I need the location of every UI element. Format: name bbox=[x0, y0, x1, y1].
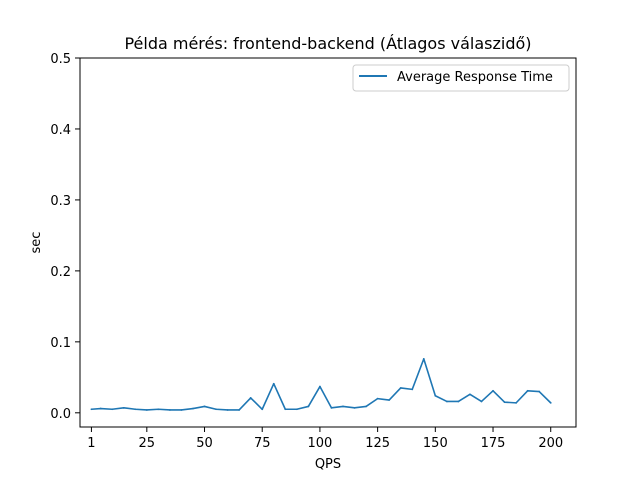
data-point bbox=[145, 409, 148, 411]
y-tick-label: 0.4 bbox=[50, 123, 71, 138]
data-point bbox=[526, 389, 529, 392]
legend-label: Average Response Time bbox=[397, 70, 553, 85]
y-tick-label: 0.0 bbox=[50, 407, 71, 422]
legend-box bbox=[352, 64, 570, 92]
plot-area bbox=[80, 58, 576, 427]
legend: Average Response Time bbox=[352, 64, 570, 92]
plot-frame bbox=[79, 57, 577, 428]
data-point bbox=[399, 387, 402, 389]
x-axis-label: QPS bbox=[315, 457, 341, 472]
data-point bbox=[480, 400, 483, 403]
chart-title: Példa mérés: frontend-backend (Átlagos v… bbox=[124, 34, 531, 53]
x-tick-label: 1 bbox=[87, 436, 95, 451]
x-axis: 1 25 50 75 100 125 150 175 200 bbox=[87, 427, 563, 451]
data-point bbox=[538, 390, 541, 393]
y-tick-label: 0.5 bbox=[50, 52, 71, 67]
data-point bbox=[307, 405, 310, 408]
data-point bbox=[203, 405, 206, 408]
data-point bbox=[168, 409, 171, 411]
data-point bbox=[365, 405, 367, 408]
data-point bbox=[134, 408, 137, 411]
x-tick-label: 75 bbox=[254, 436, 271, 451]
data-point bbox=[492, 389, 494, 392]
data-point bbox=[457, 400, 460, 403]
y-axis-label: sec bbox=[29, 232, 44, 254]
data-point bbox=[249, 397, 252, 399]
data-point bbox=[434, 394, 437, 397]
x-tick-label: 50 bbox=[196, 436, 213, 451]
data-point bbox=[330, 406, 333, 409]
data-point bbox=[376, 397, 379, 400]
data-point bbox=[111, 408, 114, 411]
data-point bbox=[90, 408, 93, 411]
data-point bbox=[515, 401, 518, 404]
data-point bbox=[215, 408, 217, 411]
data-point bbox=[226, 409, 229, 411]
y-tick-label: 0.1 bbox=[50, 336, 71, 351]
data-point bbox=[469, 393, 471, 396]
data-point bbox=[503, 401, 506, 404]
x-tick-label: 125 bbox=[365, 436, 390, 451]
data-point bbox=[411, 388, 414, 391]
x-tick-label: 100 bbox=[308, 436, 333, 451]
data-point bbox=[549, 401, 552, 404]
y-tick-label: 0.2 bbox=[50, 265, 71, 280]
data-point bbox=[272, 382, 275, 385]
data-point bbox=[388, 399, 391, 401]
data-point bbox=[342, 405, 344, 408]
data-point bbox=[157, 408, 160, 411]
x-tick-label: 150 bbox=[423, 436, 448, 451]
data-point bbox=[122, 406, 125, 409]
data-point bbox=[284, 408, 287, 411]
series-layer bbox=[90, 357, 552, 411]
data-point bbox=[319, 385, 321, 388]
data-point bbox=[295, 408, 298, 411]
x-tick-label: 200 bbox=[538, 436, 563, 451]
data-point bbox=[445, 400, 448, 403]
y-axis: 0.0 0.1 0.2 0.3 0.4 0.5 bbox=[50, 52, 80, 422]
data-point bbox=[422, 357, 425, 360]
x-tick-label: 25 bbox=[139, 436, 156, 451]
data-point bbox=[261, 408, 264, 411]
y-tick-label: 0.3 bbox=[50, 194, 71, 209]
data-point bbox=[180, 409, 183, 411]
data-point bbox=[192, 407, 194, 410]
data-point bbox=[99, 407, 102, 410]
data-point bbox=[238, 409, 241, 411]
x-tick-label: 175 bbox=[481, 436, 506, 451]
data-point bbox=[353, 406, 356, 409]
